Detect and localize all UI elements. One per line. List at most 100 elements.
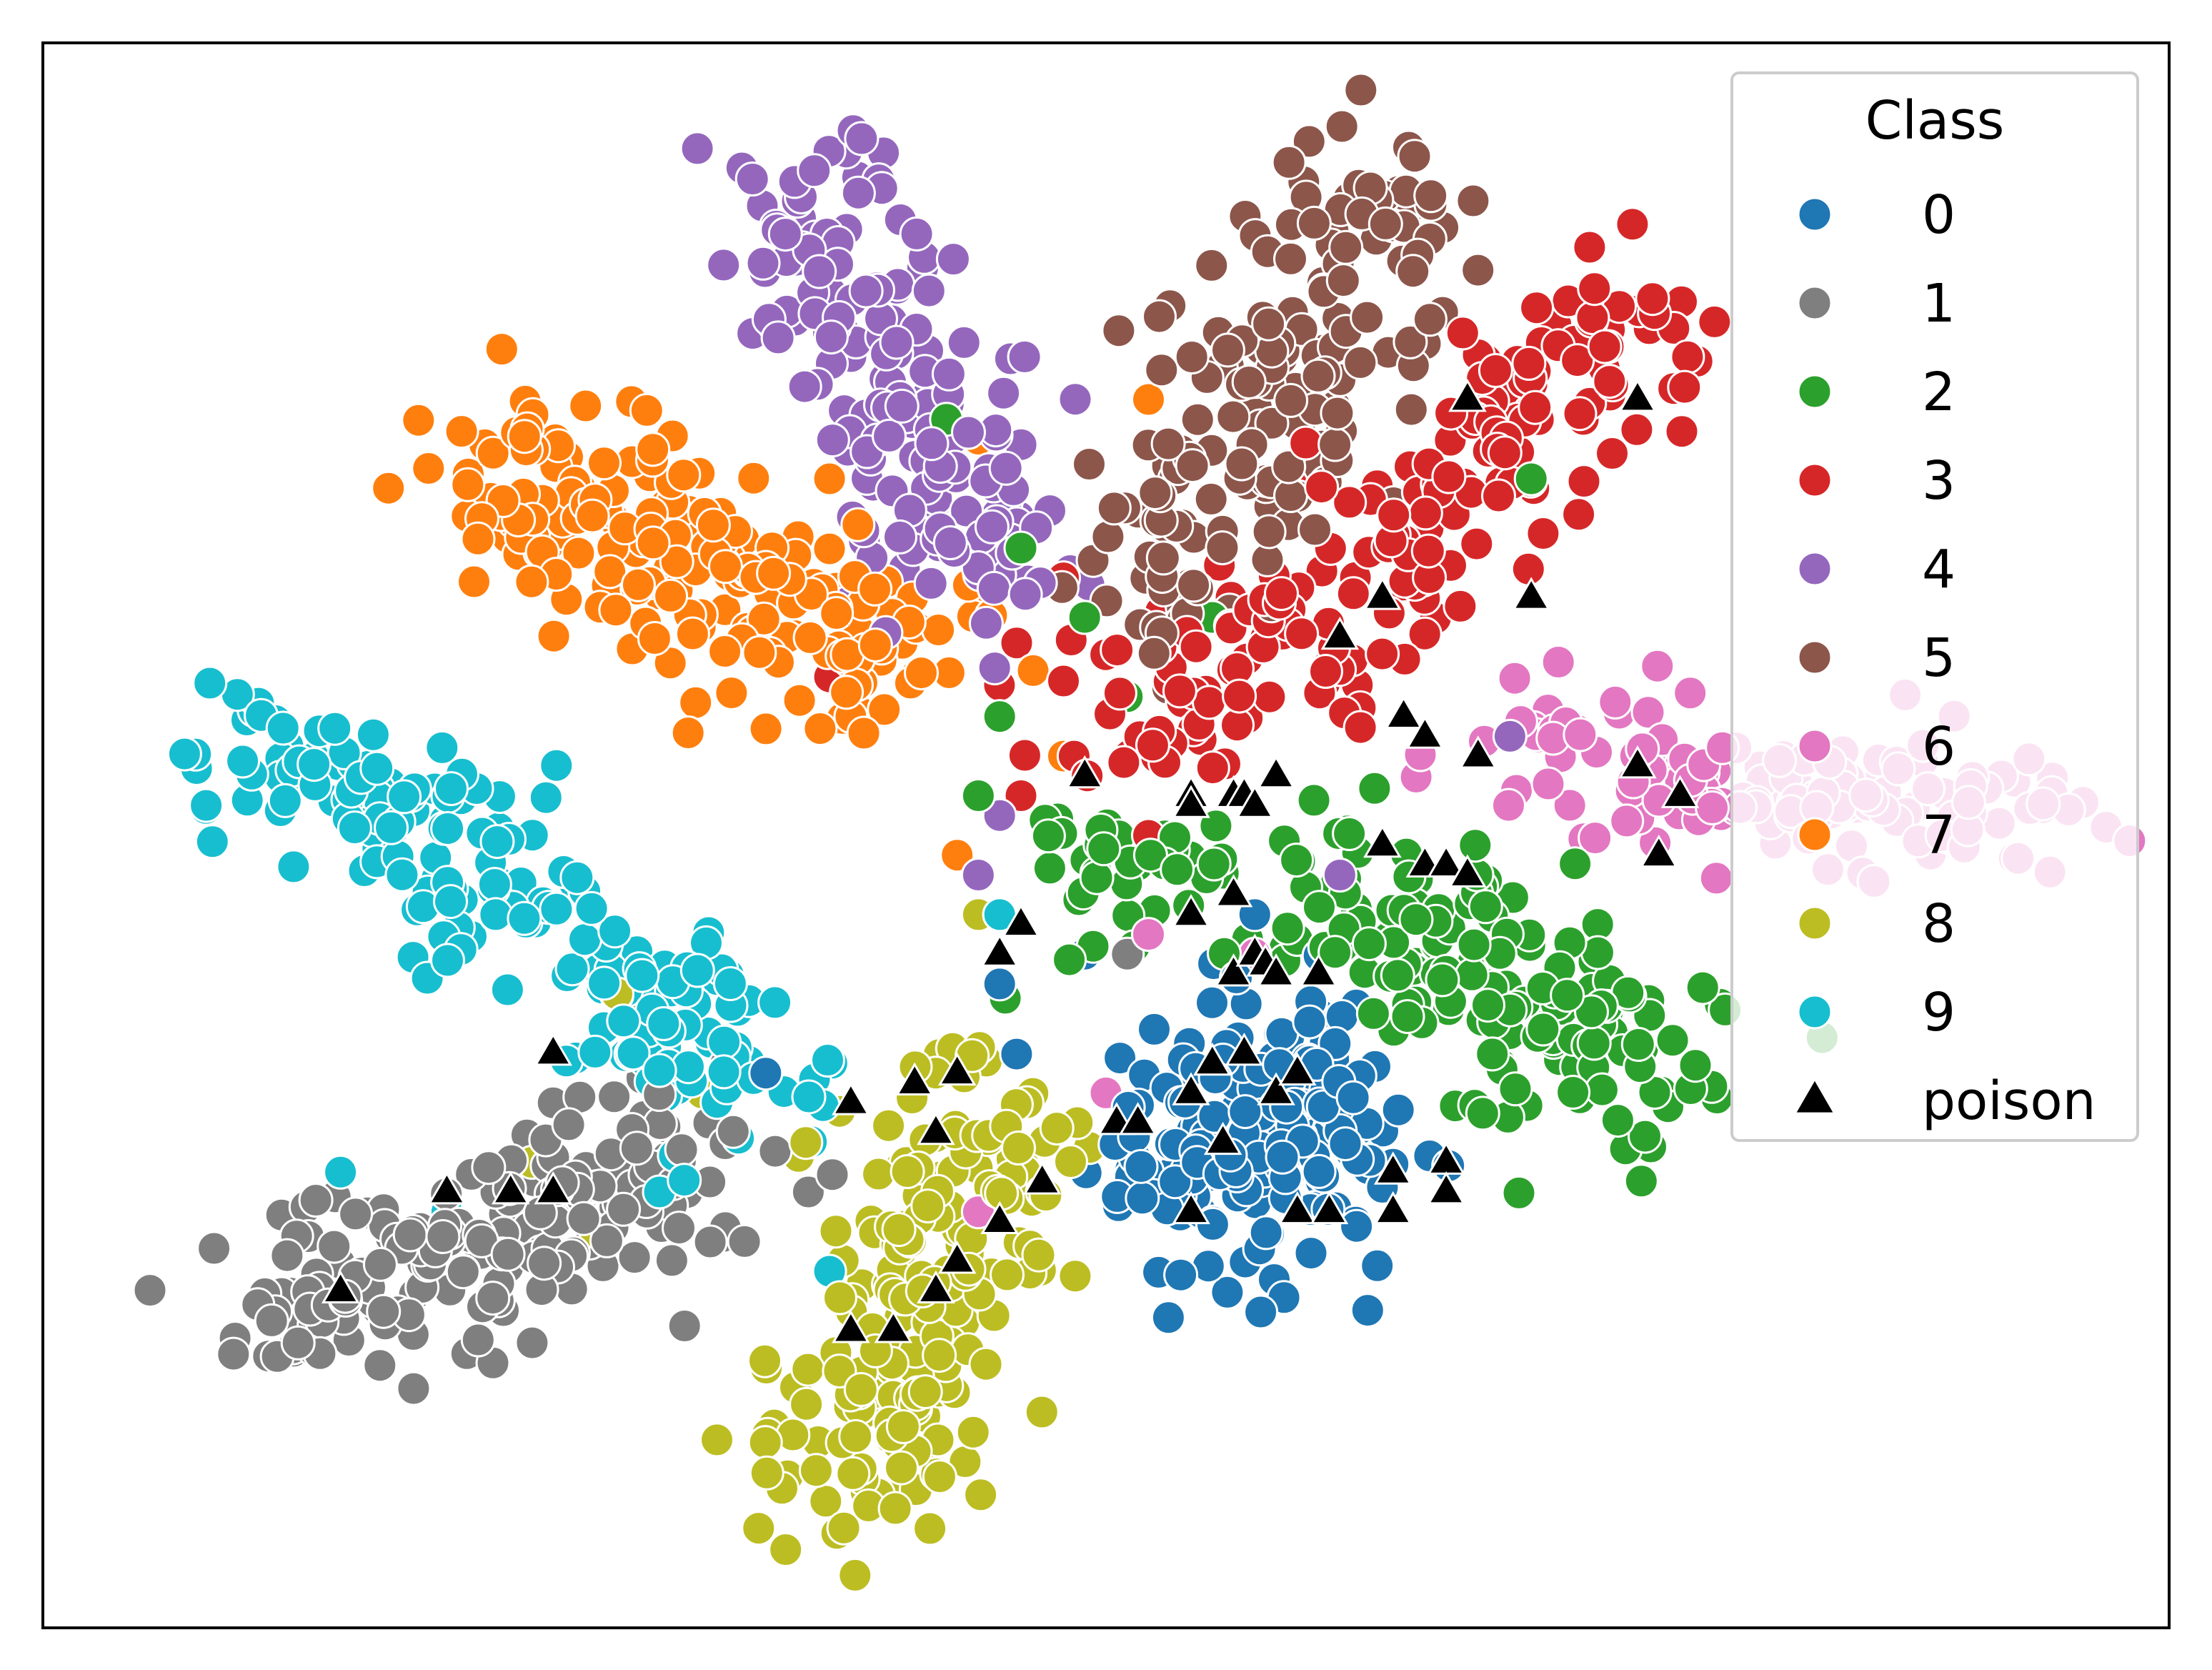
point-class-7 (536, 618, 572, 654)
point-class-5 (1328, 229, 1364, 265)
point-class-7 (802, 711, 838, 747)
point-class-9 (679, 953, 715, 988)
point-class-7 (587, 445, 622, 481)
point-class-3 (1195, 750, 1230, 786)
point-class-1 (392, 1217, 428, 1253)
point-class-9 (810, 1043, 845, 1078)
point-class-5 (1317, 427, 1353, 462)
point-class-2 (1030, 818, 1066, 854)
point-class-4 (840, 175, 876, 211)
point-class-5 (1144, 352, 1180, 388)
point-class-9 (434, 771, 469, 807)
point-class-9 (166, 736, 202, 772)
point-class-4 (882, 519, 917, 555)
point-class-3 (999, 625, 1035, 661)
poison-marker (1022, 1161, 1062, 1195)
point-class-6 (1609, 803, 1645, 839)
point-class-6 (1640, 648, 1675, 684)
point-class-1 (566, 1201, 602, 1236)
point-class-2 (1279, 843, 1315, 878)
point-class-3 (1619, 412, 1655, 447)
point-class-3 (1525, 516, 1561, 551)
point-class-7 (411, 451, 447, 486)
point-class-0 (1380, 1092, 1416, 1128)
poison-marker (1257, 755, 1295, 789)
point-class-2 (960, 778, 996, 813)
point-class-7 (1131, 382, 1166, 417)
point-class-9 (706, 1054, 742, 1090)
point-class-2 (1032, 850, 1067, 886)
point-class-5 (1325, 263, 1361, 299)
poison-marker (1172, 1072, 1210, 1105)
point-class-0 (999, 1036, 1035, 1072)
poison-marker (1384, 695, 1423, 730)
point-class-8 (955, 1414, 991, 1450)
plot-frame (41, 41, 2171, 1629)
poison-marker (534, 1033, 573, 1066)
point-class-8 (922, 1459, 957, 1495)
point-class-6 (1497, 660, 1533, 696)
poison-marker (534, 1171, 573, 1205)
point-class-9 (424, 730, 460, 765)
point-class-8 (912, 1511, 948, 1546)
point-class-2 (1550, 978, 1585, 1013)
point-class-5 (1367, 206, 1403, 242)
point-class-7 (401, 402, 437, 438)
point-class-7 (629, 392, 664, 428)
point-class-0 (1293, 1236, 1329, 1271)
point-class-8 (1053, 1144, 1088, 1180)
point-class-7 (756, 555, 792, 591)
point-class-4 (814, 422, 850, 458)
point-class-3 (1308, 654, 1343, 689)
point-class-3 (1162, 673, 1197, 709)
poison-marker (1448, 854, 1487, 888)
point-class-6 (1630, 695, 1666, 730)
point-class-2 (1160, 852, 1195, 888)
point-class-1 (396, 1371, 432, 1406)
point-class-9 (323, 1154, 359, 1190)
legend-entries: 0 1 2 3 4 5 6 7 8 9 poison (1796, 184, 2096, 1132)
point-class-4 (974, 509, 1010, 545)
point-class-9 (577, 1034, 613, 1070)
legend-marker-1 (1797, 285, 1833, 321)
point-class-2 (1079, 860, 1115, 895)
point-class-4 (848, 273, 884, 309)
point-class-1 (551, 1107, 587, 1143)
poison-marker (1192, 1042, 1232, 1076)
point-class-3 (1408, 495, 1443, 531)
point-class-2 (1454, 957, 1490, 993)
point-class-9 (624, 958, 660, 993)
point-class-7 (746, 601, 782, 637)
poison-marker (1214, 953, 1253, 987)
legend-label-3: 3 (1922, 450, 1956, 512)
point-class-7 (444, 414, 479, 449)
point-class-3 (1667, 369, 1703, 405)
point-class-4 (813, 319, 849, 355)
point-class-4 (932, 525, 968, 560)
point-class-9 (225, 743, 261, 779)
point-class-0 (1123, 1148, 1159, 1184)
point-class-5 (1215, 399, 1251, 434)
point-class-2 (1574, 994, 1609, 1030)
point-class-9 (430, 943, 465, 978)
point-class-7 (748, 711, 784, 747)
point-class-3 (1572, 229, 1608, 265)
point-class-3 (1335, 576, 1371, 612)
point-class-9 (646, 1006, 682, 1041)
point-class-1 (362, 1246, 398, 1282)
point-class-0 (1339, 1208, 1375, 1244)
legend-label-6: 6 (1922, 716, 1956, 777)
point-class-0 (1210, 1274, 1245, 1310)
point-class-9 (384, 857, 420, 893)
point-class-2 (1086, 831, 1122, 867)
point-class-4 (797, 153, 832, 189)
point-class-0 (1360, 1248, 1395, 1283)
point-class-4 (986, 375, 1022, 411)
legend-label-7: 7 (1922, 805, 1956, 866)
point-class-9 (559, 860, 595, 895)
point-class-9 (667, 1163, 702, 1198)
point-class-0 (1227, 1094, 1263, 1130)
point-class-5 (1090, 519, 1126, 555)
point-class-3 (1561, 497, 1597, 532)
point-class-7 (857, 571, 893, 607)
